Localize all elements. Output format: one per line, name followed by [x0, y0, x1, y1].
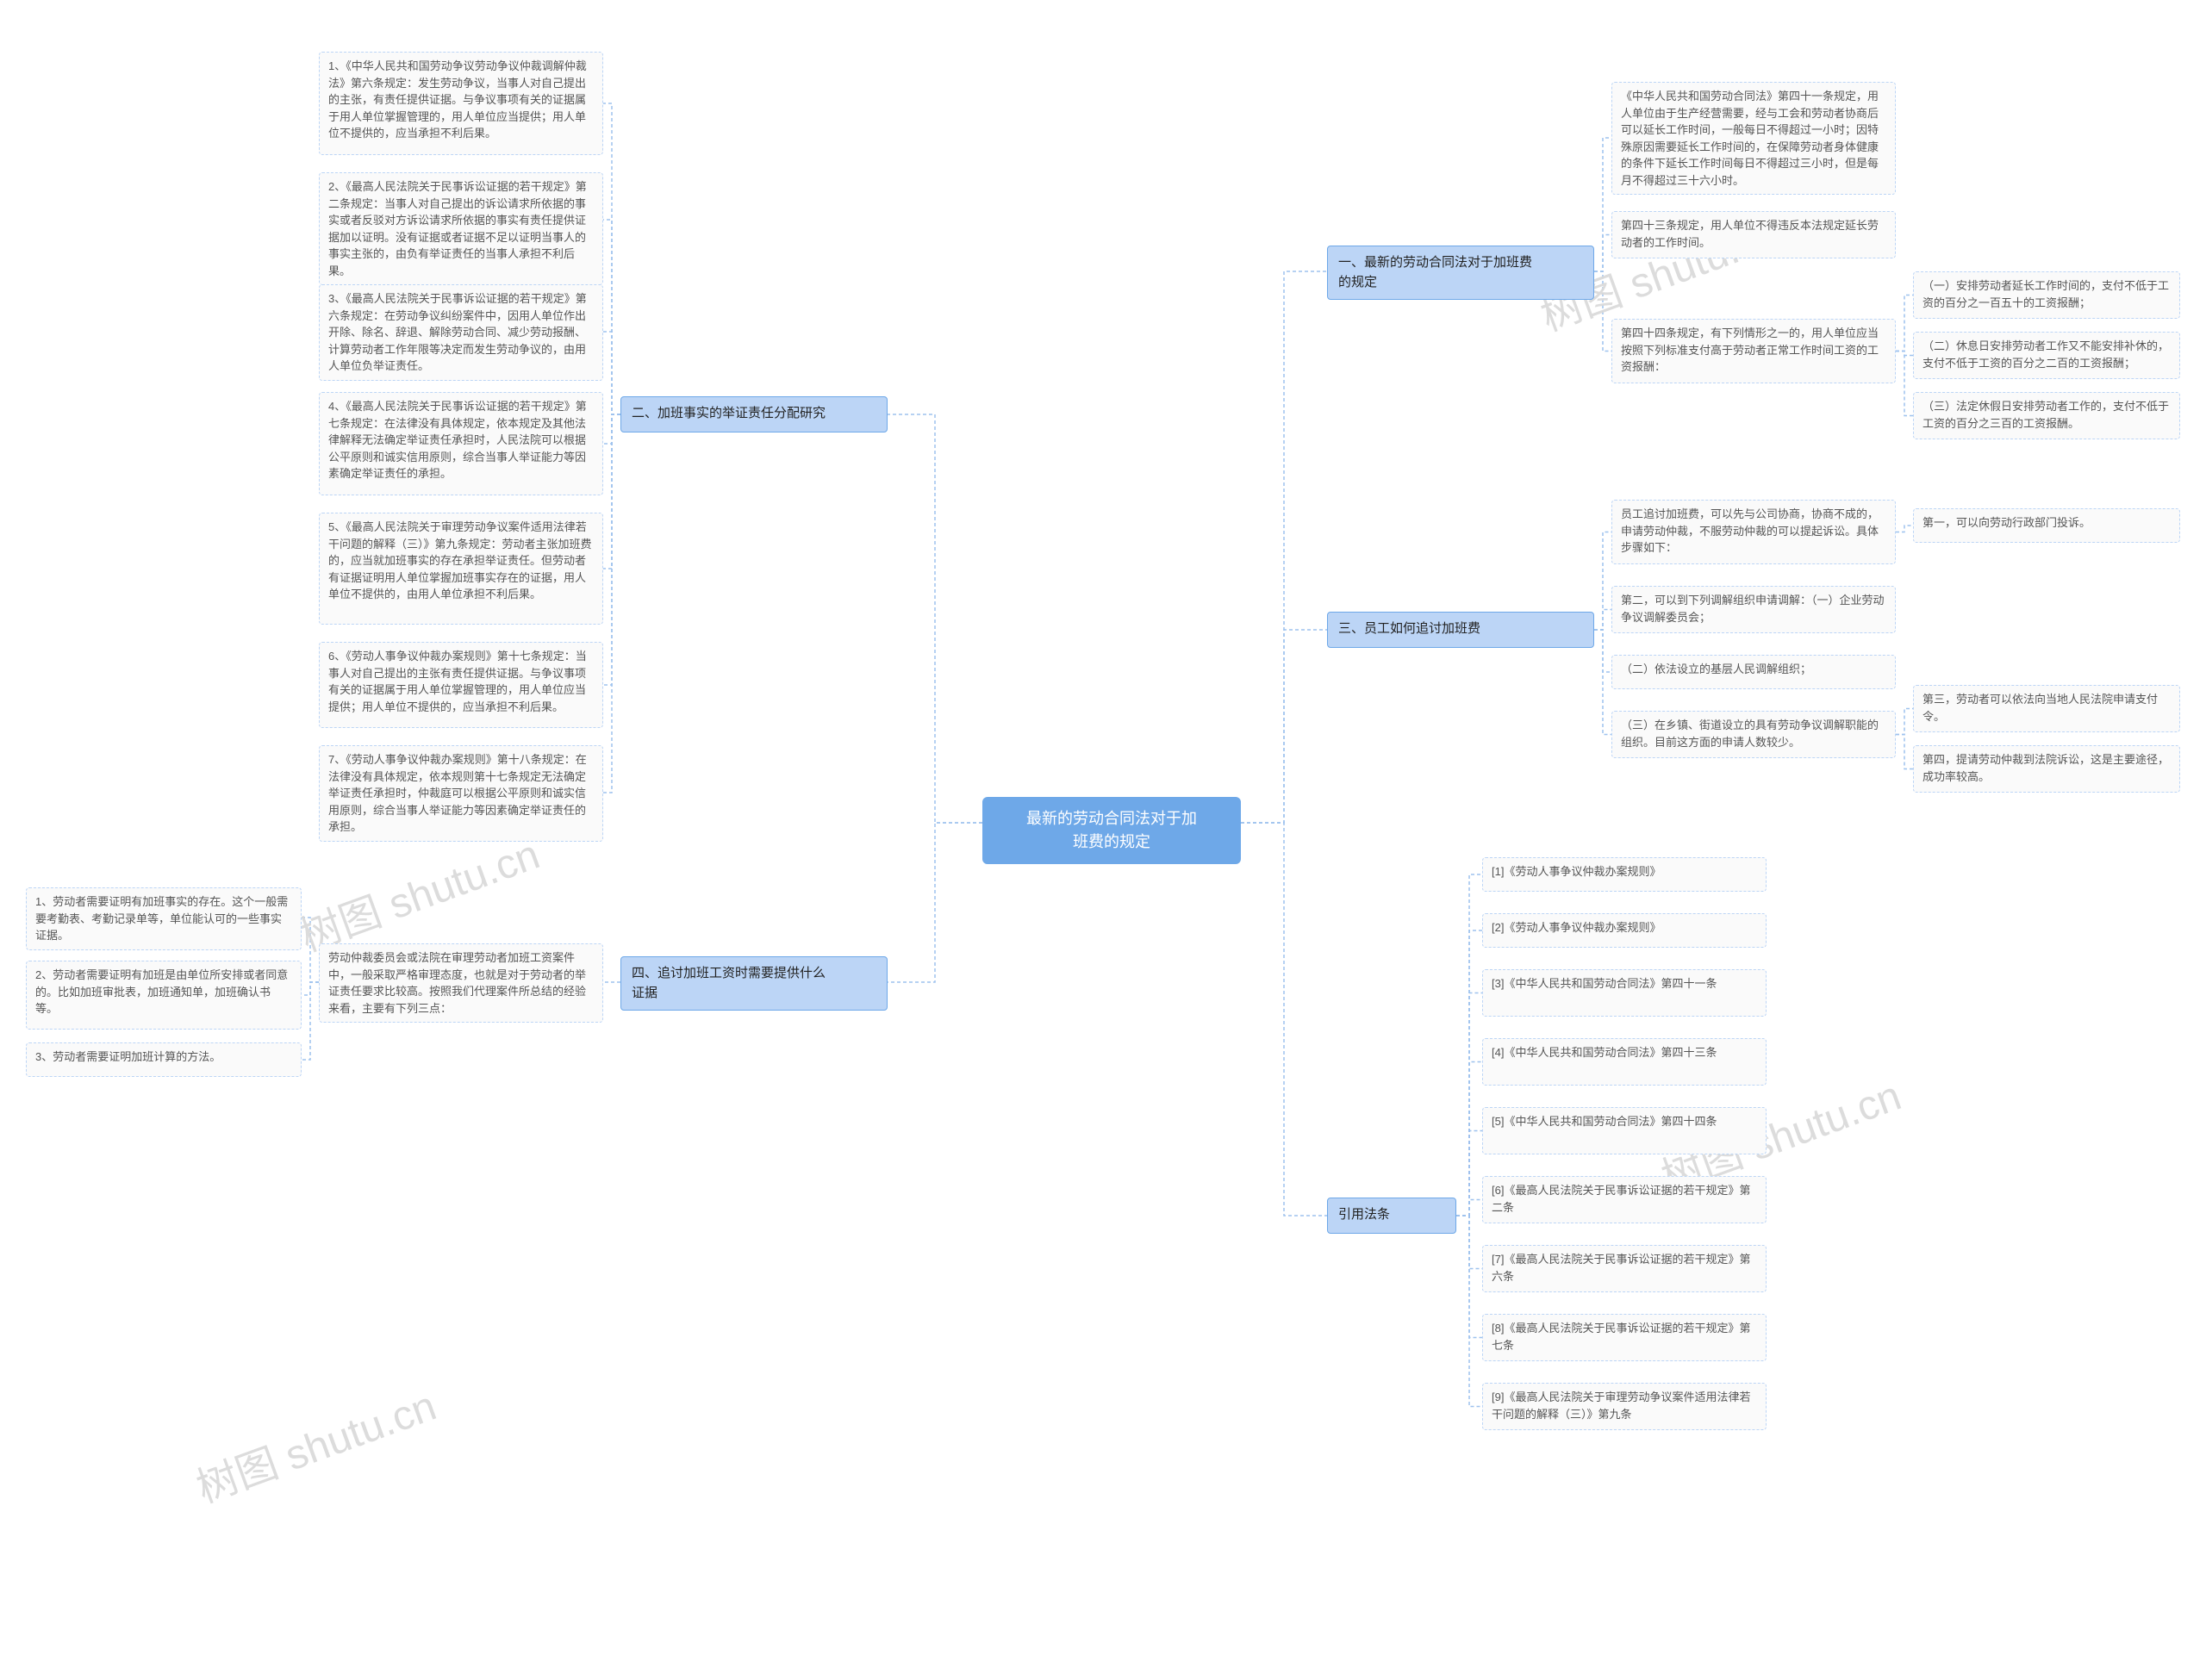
leaf-s4m: 劳动仲裁委员会或法院在审理劳动者加班工资案件中，一般采取严格审理态度，也就是对于… [319, 943, 603, 1023]
leaf-s3c1: 员工追讨加班费，可以先与公司协商，协商不成的，申请劳动仲裁，不服劳动仲裁的可以提… [1611, 500, 1896, 564]
leaf-s3c4: （三）在乡镇、街道设立的具有劳动争议调解职能的组织。目前这方面的申请人数较少。 [1611, 711, 1896, 758]
leaf-s1c3b: （二）休息日安排劳动者工作又不能安排补休的，支付不低于工资的百分之二百的工资报酬… [1913, 332, 2180, 379]
leaf-s1c1: 《中华人民共和国劳动合同法》第四十一条规定，用人单位由于生产经营需要，经与工会和… [1611, 82, 1896, 195]
leaf-s3c1a: 第一，可以向劳动行政部门投诉。 [1913, 508, 2180, 543]
root-node: 最新的劳动合同法对于加 班费的规定 [982, 797, 1241, 864]
leaf-s1c3c: （三）法定休假日安排劳动者工作的，支付不低于工资的百分之三百的工资报酬。 [1913, 392, 2180, 439]
section-s3: 三、员工如何追讨加班费 [1327, 612, 1594, 648]
section-s2: 二、加班事实的举证责任分配研究 [620, 396, 888, 432]
leaf-s5c5: [5]《中华人民共和国劳动合同法》第四十四条 [1482, 1107, 1767, 1154]
leaf-s2c1: 1、《中华人民共和国劳动争议劳动争议仲裁调解仲裁法》第六条规定：发生劳动争议，当… [319, 52, 603, 155]
leaf-s2c6: 6、《劳动人事争议仲裁办案规则》第十七条规定：当事人对自己提出的主张有责任提供证… [319, 642, 603, 728]
section-s4: 四、追讨加班工资时需要提供什么 证据 [620, 956, 888, 1011]
section-s5: 引用法条 [1327, 1198, 1456, 1234]
leaf-s3c4a: 第三，劳动者可以依法向当地人民法院申请支付令。 [1913, 685, 2180, 732]
leaf-s1c2: 第四十三条规定，用人单位不得违反本法规定延长劳动者的工作时间。 [1611, 211, 1896, 258]
leaf-s5c7: [7]《最高人民法院关于民事诉讼证据的若干规定》第六条 [1482, 1245, 1767, 1292]
mindmap-canvas: 最新的劳动合同法对于加 班费的规定树图 shutu.cn树图 shutu.cn树… [0, 0, 2206, 1680]
watermark: 树图 shutu.cn [290, 820, 546, 962]
leaf-s4c1: 1、劳动者需要证明有加班事实的存在。这个一般需要考勤表、考勤记录单等，单位能认可… [26, 887, 302, 950]
watermark: 树图 shutu.cn [187, 1372, 443, 1514]
leaf-s5c9: [9]《最高人民法院关于审理劳动争议案件适用法律若干问题的解释（三）》第九条 [1482, 1383, 1767, 1430]
leaf-s3c4b: 第四，提请劳动仲裁到法院诉讼，这是主要途径，成功率较高。 [1913, 745, 2180, 793]
leaf-s2c5: 5、《最高人民法院关于审理劳动争议案件适用法律若干问题的解释（三）》第九条规定：… [319, 513, 603, 625]
leaf-s2c3: 3、《最高人民法院关于民事诉讼证据的若干规定》第六条规定：在劳动争议纠纷案件中，… [319, 284, 603, 381]
leaf-s2c7: 7、《劳动人事争议仲裁办案规则》第十八条规定：在法律没有具体规定，依本规则第十七… [319, 745, 603, 842]
leaf-s5c1: [1]《劳动人事争议仲裁办案规则》 [1482, 857, 1767, 892]
leaf-s1c3: 第四十四条规定，有下列情形之一的，用人单位应当按照下列标准支付高于劳动者正常工作… [1611, 319, 1896, 383]
leaf-s5c3: [3]《中华人民共和国劳动合同法》第四十一条 [1482, 969, 1767, 1017]
leaf-s5c6: [6]《最高人民法院关于民事诉讼证据的若干规定》第二条 [1482, 1176, 1767, 1223]
leaf-s4c3: 3、劳动者需要证明加班计算的方法。 [26, 1042, 302, 1077]
leaf-s3c2: 第二，可以到下列调解组织申请调解：（一）企业劳动争议调解委员会； [1611, 586, 1896, 633]
leaf-s5c2: [2]《劳动人事争议仲裁办案规则》 [1482, 913, 1767, 948]
leaf-s4c2: 2、劳动者需要证明有加班是由单位所安排或者同意的。比如加班审批表，加班通知单，加… [26, 961, 302, 1030]
leaf-s2c4: 4、《最高人民法院关于民事诉讼证据的若干规定》第七条规定：在法律没有具体规定，依… [319, 392, 603, 495]
leaf-s3c3: （二）依法设立的基层人民调解组织； [1611, 655, 1896, 689]
leaf-s5c8: [8]《最高人民法院关于民事诉讼证据的若干规定》第七条 [1482, 1314, 1767, 1361]
leaf-s2c2: 2、《最高人民法院关于民事诉讼证据的若干规定》第二条规定：当事人对自己提出的诉讼… [319, 172, 603, 285]
section-s1: 一、最新的劳动合同法对于加班费 的规定 [1327, 246, 1594, 300]
leaf-s1c3a: （一）安排劳动者延长工作时间的，支付不低于工资的百分之一百五十的工资报酬； [1913, 271, 2180, 319]
leaf-s5c4: [4]《中华人民共和国劳动合同法》第四十三条 [1482, 1038, 1767, 1086]
